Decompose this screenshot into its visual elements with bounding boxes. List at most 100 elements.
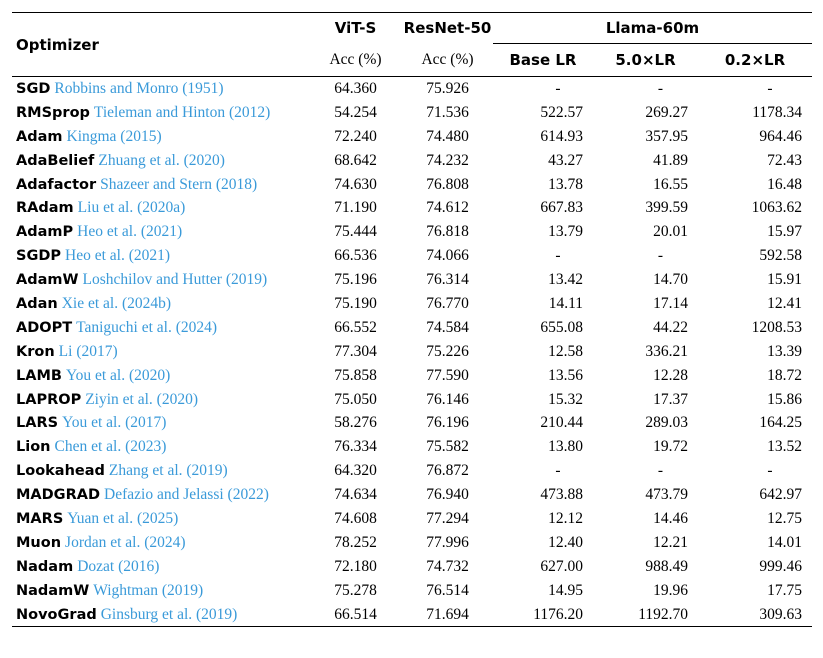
optimizer-name: RAdam [16, 200, 74, 217]
optimizer-name: ADOPT [16, 319, 73, 336]
optimizer-name: LAMB [16, 367, 62, 384]
base-lr-cell: 13.56 [548, 366, 583, 384]
optimizer-name: AdamW [16, 272, 79, 289]
citation-link[interactable]: Loshchilov and Hutter (2019) [82, 271, 268, 289]
lr-0.2x-cell: 16.48 [767, 175, 802, 193]
optimizer-name: AdaBelief [16, 152, 95, 169]
base-lr-cell: 13.79 [548, 223, 583, 241]
lr-5x-cell: 357.95 [645, 127, 688, 145]
optimizer-name: Nadam [16, 558, 74, 575]
table-row: LAMB You et al. (2020) 75.858 77.590 13.56 1… [12, 364, 812, 388]
resnet-acc-cell: 76.770 [426, 294, 469, 312]
vit-acc-cell: 74.630 [334, 175, 377, 193]
citation-link[interactable]: You et al. (2017) [62, 414, 167, 432]
citation-link[interactable]: Taniguchi et al. (2024) [76, 318, 218, 336]
optimizer-cell: SGD Robbins and Monro (1951) [12, 77, 309, 101]
citation-link[interactable]: Shazeer and Stern (2018) [100, 175, 258, 193]
base-lr-cell: 627.00 [540, 557, 583, 575]
base-lr-cell: - [555, 462, 561, 480]
citation-link[interactable]: Defazio and Jelassi (2022) [104, 486, 269, 504]
citation-link[interactable]: Heo et al. (2021) [65, 247, 171, 265]
citation-link[interactable]: Wightman (2019) [93, 581, 204, 599]
vit-acc-cell: 68.642 [334, 151, 377, 169]
resnet-acc-cell: 75.226 [426, 342, 469, 360]
optimizer-cell: Muon Jordan et al. (2024) [12, 531, 309, 555]
citation-link[interactable]: Robbins and Monro (1951) [54, 79, 224, 97]
citation-link[interactable]: Zhang et al. (2019) [108, 462, 228, 480]
citation-link[interactable]: You et al. (2020) [65, 366, 171, 384]
optimizer-cell: LAMB You et al. (2020) [12, 364, 309, 388]
lr-5x-cell: 14.46 [653, 509, 688, 527]
base-lr-cell: 13.42 [548, 271, 583, 289]
table-row: Lion Chen et al. (2023) 76.334 75.582 13.80… [12, 435, 812, 459]
citation-link[interactable]: Chen et al. (2023) [54, 438, 167, 456]
citation-link[interactable]: Jordan et al. (2024) [65, 533, 186, 551]
header-resnet-acc: Acc (%) [402, 43, 493, 77]
lr-5x-cell: 41.89 [653, 151, 688, 169]
optimizer-cell: Lion Chen et al. (2023) [12, 435, 309, 459]
header-vit-acc: Acc (%) [309, 43, 402, 77]
resnet-acc-cell: 74.480 [426, 127, 469, 145]
base-lr-cell: 12.40 [548, 533, 583, 551]
citation-link[interactable]: Ginsburg et al. (2019) [100, 605, 238, 623]
vit-acc-cell: 75.196 [334, 271, 377, 289]
optimizer-name: Lion [16, 439, 51, 456]
lr-0.2x-cell: 1208.53 [751, 318, 802, 336]
citation-link[interactable]: Liu et al. (2020a) [77, 199, 186, 217]
citation-link[interactable]: Kingma (2015) [66, 127, 162, 145]
resnet-acc-cell: 77.996 [426, 533, 469, 551]
table-row: Adan Xie et al. (2024b) 75.190 76.770 14.11… [12, 292, 812, 316]
vit-acc-cell: 71.190 [334, 199, 377, 217]
base-lr-cell: 1176.20 [493, 602, 593, 628]
lr-5x-cell: 988.49 [645, 557, 688, 575]
lr-5x-cell: 44.22 [653, 318, 688, 336]
lr-5x-cell: 473.79 [645, 486, 688, 504]
vit-acc-cell: 76.334 [334, 438, 377, 456]
table-row: SGD Robbins and Monro (1951) 64.360 75.926… [12, 77, 812, 101]
lr-5x-cell: 14.70 [653, 271, 688, 289]
citation-link[interactable]: Dozat (2016) [77, 557, 160, 575]
table-row: MADGRAD Defazio and Jelassi (2022) 74.634… [12, 483, 812, 507]
lr-0.2x-cell: 964.46 [759, 127, 802, 145]
lr-0.2x-cell: 1178.34 [752, 103, 802, 121]
vit-acc-cell: 75.858 [334, 366, 377, 384]
optimizer-name: Muon [16, 534, 62, 551]
optimizer-name: Lookahead [16, 463, 105, 480]
header-resnet-50: ResNet-50 [402, 12, 493, 44]
resnet-acc-cell: 74.066 [426, 247, 469, 265]
table-row: SGDP Heo et al. (2021) 66.536 74.066 - - 592.… [12, 244, 812, 268]
vit-acc-cell: 75.278 [334, 581, 377, 599]
lr-5x-cell: - [657, 247, 664, 265]
citation-link[interactable]: Xie et al. (2024b) [61, 294, 172, 312]
base-lr-cell: 43.27 [548, 151, 583, 169]
vit-acc-cell: 75.190 [334, 294, 377, 312]
lr-0.2x-cell: 13.39 [767, 342, 802, 360]
optimizer-name: NovoGrad [16, 606, 97, 623]
citation-link[interactable]: Zhuang et al. (2020) [98, 151, 225, 169]
optimizer-name: RMSprop [16, 104, 90, 121]
lr-5x-cell: 12.21 [653, 533, 688, 551]
citation-link[interactable]: Li (2017) [58, 342, 118, 360]
table-row: Lookahead Zhang et al. (2019) 64.320 76.87… [12, 459, 812, 483]
lr-0.2x-cell: 999.46 [759, 557, 802, 575]
base-lr-cell: 522.57 [540, 103, 583, 121]
resnet-acc-cell: 71.694 [402, 602, 493, 628]
resnet-acc-cell: 74.232 [426, 151, 469, 169]
resnet-acc-cell: 76.196 [426, 414, 469, 432]
optimizer-name: Adan [16, 295, 58, 312]
optimizer-name: LARS [16, 415, 59, 432]
lr-5x-cell: 19.96 [653, 581, 688, 599]
resnet-acc-cell: 74.732 [426, 557, 469, 575]
optimizer-cell: NadamW Wightman (2019) [12, 579, 309, 603]
vit-acc-cell: 72.180 [334, 557, 377, 575]
vit-acc-cell: 72.240 [334, 127, 377, 145]
table-row: NovoGrad Ginsburg et al. (2019) 66.514 71.… [12, 602, 812, 628]
citation-link[interactable]: Heo et al. (2021) [77, 223, 183, 241]
citation-link[interactable]: Tieleman and Hinton (2012) [93, 103, 271, 121]
optimizer-cell: Kron Li (2017) [12, 340, 309, 364]
optimizer-cell: AdamP Heo et al. (2021) [12, 220, 309, 244]
citation-link[interactable]: Yuan et al. (2025) [67, 509, 179, 527]
base-lr-cell: - [555, 79, 561, 97]
optimizer-name: NadamW [16, 582, 90, 599]
citation-link[interactable]: Ziyin et al. (2020) [85, 390, 198, 408]
